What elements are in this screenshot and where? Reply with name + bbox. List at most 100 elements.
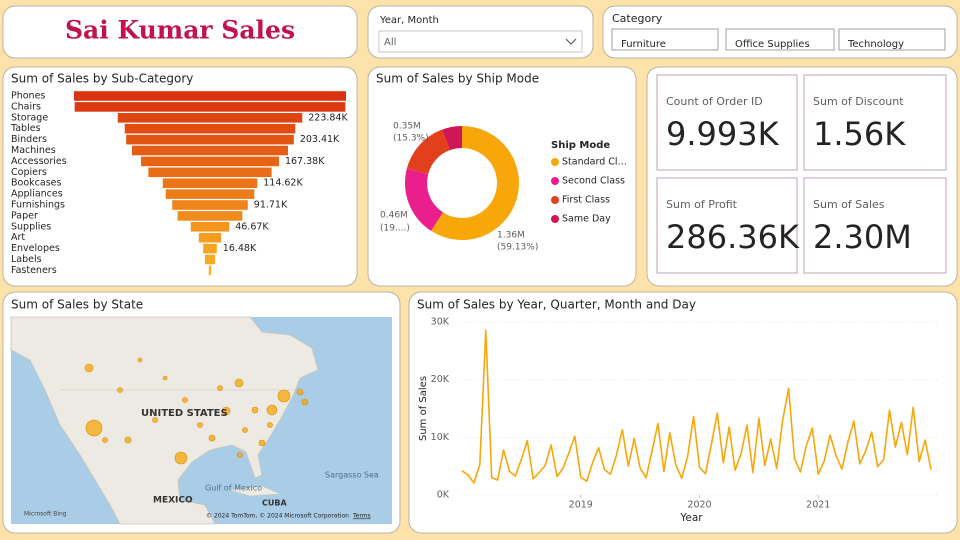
data-label: 1.36M	[497, 231, 525, 241]
y-tick-label: 0K	[437, 490, 450, 501]
y-axis-title: Sum of Sales	[418, 376, 429, 441]
donut-slice[interactable]	[406, 129, 450, 175]
data-label: (19....)	[380, 224, 410, 234]
card-label: Count of Order ID	[666, 95, 763, 108]
donut-slice[interactable]	[431, 126, 519, 240]
map-bubble[interactable]	[137, 357, 143, 363]
x-tick-label: 2020	[687, 500, 711, 511]
slicer-option[interactable]	[725, 28, 835, 51]
card-value: 9.993K	[666, 115, 780, 153]
card-value: 286.36K	[666, 218, 800, 256]
card-label: Sum of Discount	[813, 95, 904, 108]
map-bubble[interactable]	[117, 387, 123, 393]
funnel-bar[interactable]	[141, 156, 279, 167]
funnel-bar[interactable]	[124, 123, 296, 134]
map-bubble[interactable]	[174, 451, 188, 465]
slicer-option[interactable]	[611, 28, 719, 51]
funnel-bar[interactable]	[148, 167, 272, 178]
funnel-bar[interactable]	[208, 265, 212, 276]
data-label: 0.46M	[380, 211, 408, 221]
legend-label[interactable]: Same Day	[562, 214, 611, 225]
card	[803, 74, 947, 171]
map-bubble[interactable]	[267, 422, 273, 428]
map-bubble[interactable]	[85, 419, 103, 437]
slicer-option[interactable]	[838, 28, 946, 51]
data-label: 46.67K	[235, 221, 269, 232]
legend-label[interactable]: Standard Cl…	[562, 157, 627, 168]
dropdown-value[interactable]: All	[384, 37, 396, 48]
donut-slice[interactable]	[404, 168, 444, 231]
legend-marker	[551, 196, 559, 204]
map-bubble[interactable]	[162, 375, 168, 381]
category-label: Envelopes	[11, 243, 60, 254]
funnel-bar[interactable]	[198, 232, 222, 243]
slicer-option-label[interactable]: Technology	[847, 39, 904, 50]
funnel-bar[interactable]	[190, 222, 230, 232]
map-bubble[interactable]	[251, 406, 259, 414]
filter-label: Year, Month	[379, 15, 439, 26]
data-label: 0.35M	[393, 122, 421, 132]
category-label: Furnishings	[11, 200, 65, 211]
slicer-option-label[interactable]: Furniture	[621, 39, 666, 50]
map-bubble[interactable]	[242, 427, 248, 433]
funnel-bar[interactable]	[172, 200, 248, 210]
data-label: 203.41K	[300, 134, 340, 145]
map-bubble[interactable]	[221, 406, 231, 416]
dropdown[interactable]	[378, 30, 583, 53]
funnel-bar[interactable]	[204, 254, 216, 265]
card	[803, 177, 947, 274]
map-bubble[interactable]	[102, 437, 108, 443]
legend-label[interactable]: Second Class	[562, 176, 625, 187]
category-label: Fasteners	[11, 265, 57, 276]
funnel-bar[interactable]	[117, 113, 303, 123]
map[interactable]	[10, 316, 392, 525]
donut-slice[interactable]	[442, 126, 462, 151]
map-bubble[interactable]	[84, 363, 94, 373]
bubbles	[84, 357, 309, 465]
funnel-bar[interactable]	[162, 178, 258, 188]
category-label: Supplies	[11, 221, 51, 232]
map-bubble[interactable]	[258, 439, 266, 447]
map-bubble[interactable]	[266, 404, 278, 416]
map-bubble[interactable]	[182, 397, 188, 403]
map-bubble[interactable]	[234, 378, 244, 388]
data-label: (15.3%)	[393, 134, 429, 144]
card-value: 1.56K	[813, 115, 906, 153]
funnel-bar[interactable]	[203, 243, 217, 254]
y-tick-label: 20K	[431, 374, 450, 385]
y-tick-label: 30K	[431, 317, 450, 328]
map-label: CUBA	[262, 499, 287, 508]
funnel-bar[interactable]	[165, 189, 255, 199]
map-terms[interactable]: Terms	[352, 513, 371, 520]
map-bubble[interactable]	[217, 385, 223, 391]
map-bubble[interactable]	[124, 436, 132, 444]
report-title: Sai Kumar Sales	[65, 16, 295, 45]
x-tick-label: 2021	[806, 500, 830, 511]
map-bubble[interactable]	[296, 388, 304, 396]
map-bubble[interactable]	[237, 452, 243, 458]
map-bubble[interactable]	[197, 422, 203, 428]
map-bubble[interactable]	[208, 434, 216, 442]
map-bubble[interactable]	[277, 389, 291, 403]
map-label: MEXICO	[153, 496, 193, 506]
category-label: Tables	[10, 123, 41, 134]
map-bubble[interactable]	[152, 417, 158, 423]
funnel-bar[interactable]	[132, 145, 288, 156]
legend-label[interactable]: First Class	[562, 195, 610, 206]
category-label: Storage	[11, 112, 48, 123]
map-bubble[interactable]	[301, 398, 309, 406]
sales-line[interactable]	[461, 329, 932, 484]
map-brand: Microsoft Bing	[24, 511, 67, 518]
x-axis-title: Year	[679, 512, 703, 524]
category-label: Machines	[11, 145, 56, 156]
chart-title: Sum of Sales by Sub-Category	[11, 72, 193, 86]
funnel-bar[interactable]	[74, 102, 346, 112]
funnel-bar[interactable]	[74, 91, 346, 101]
funnel-bar[interactable]	[126, 134, 294, 145]
slicer-option-label[interactable]: Office Supplies	[735, 39, 810, 50]
chevron[interactable]	[565, 38, 577, 45]
category-label: Chairs	[11, 101, 41, 112]
funnel-bar[interactable]	[177, 211, 243, 221]
title-panel	[2, 5, 358, 59]
data-label: 167.38K	[285, 156, 325, 167]
